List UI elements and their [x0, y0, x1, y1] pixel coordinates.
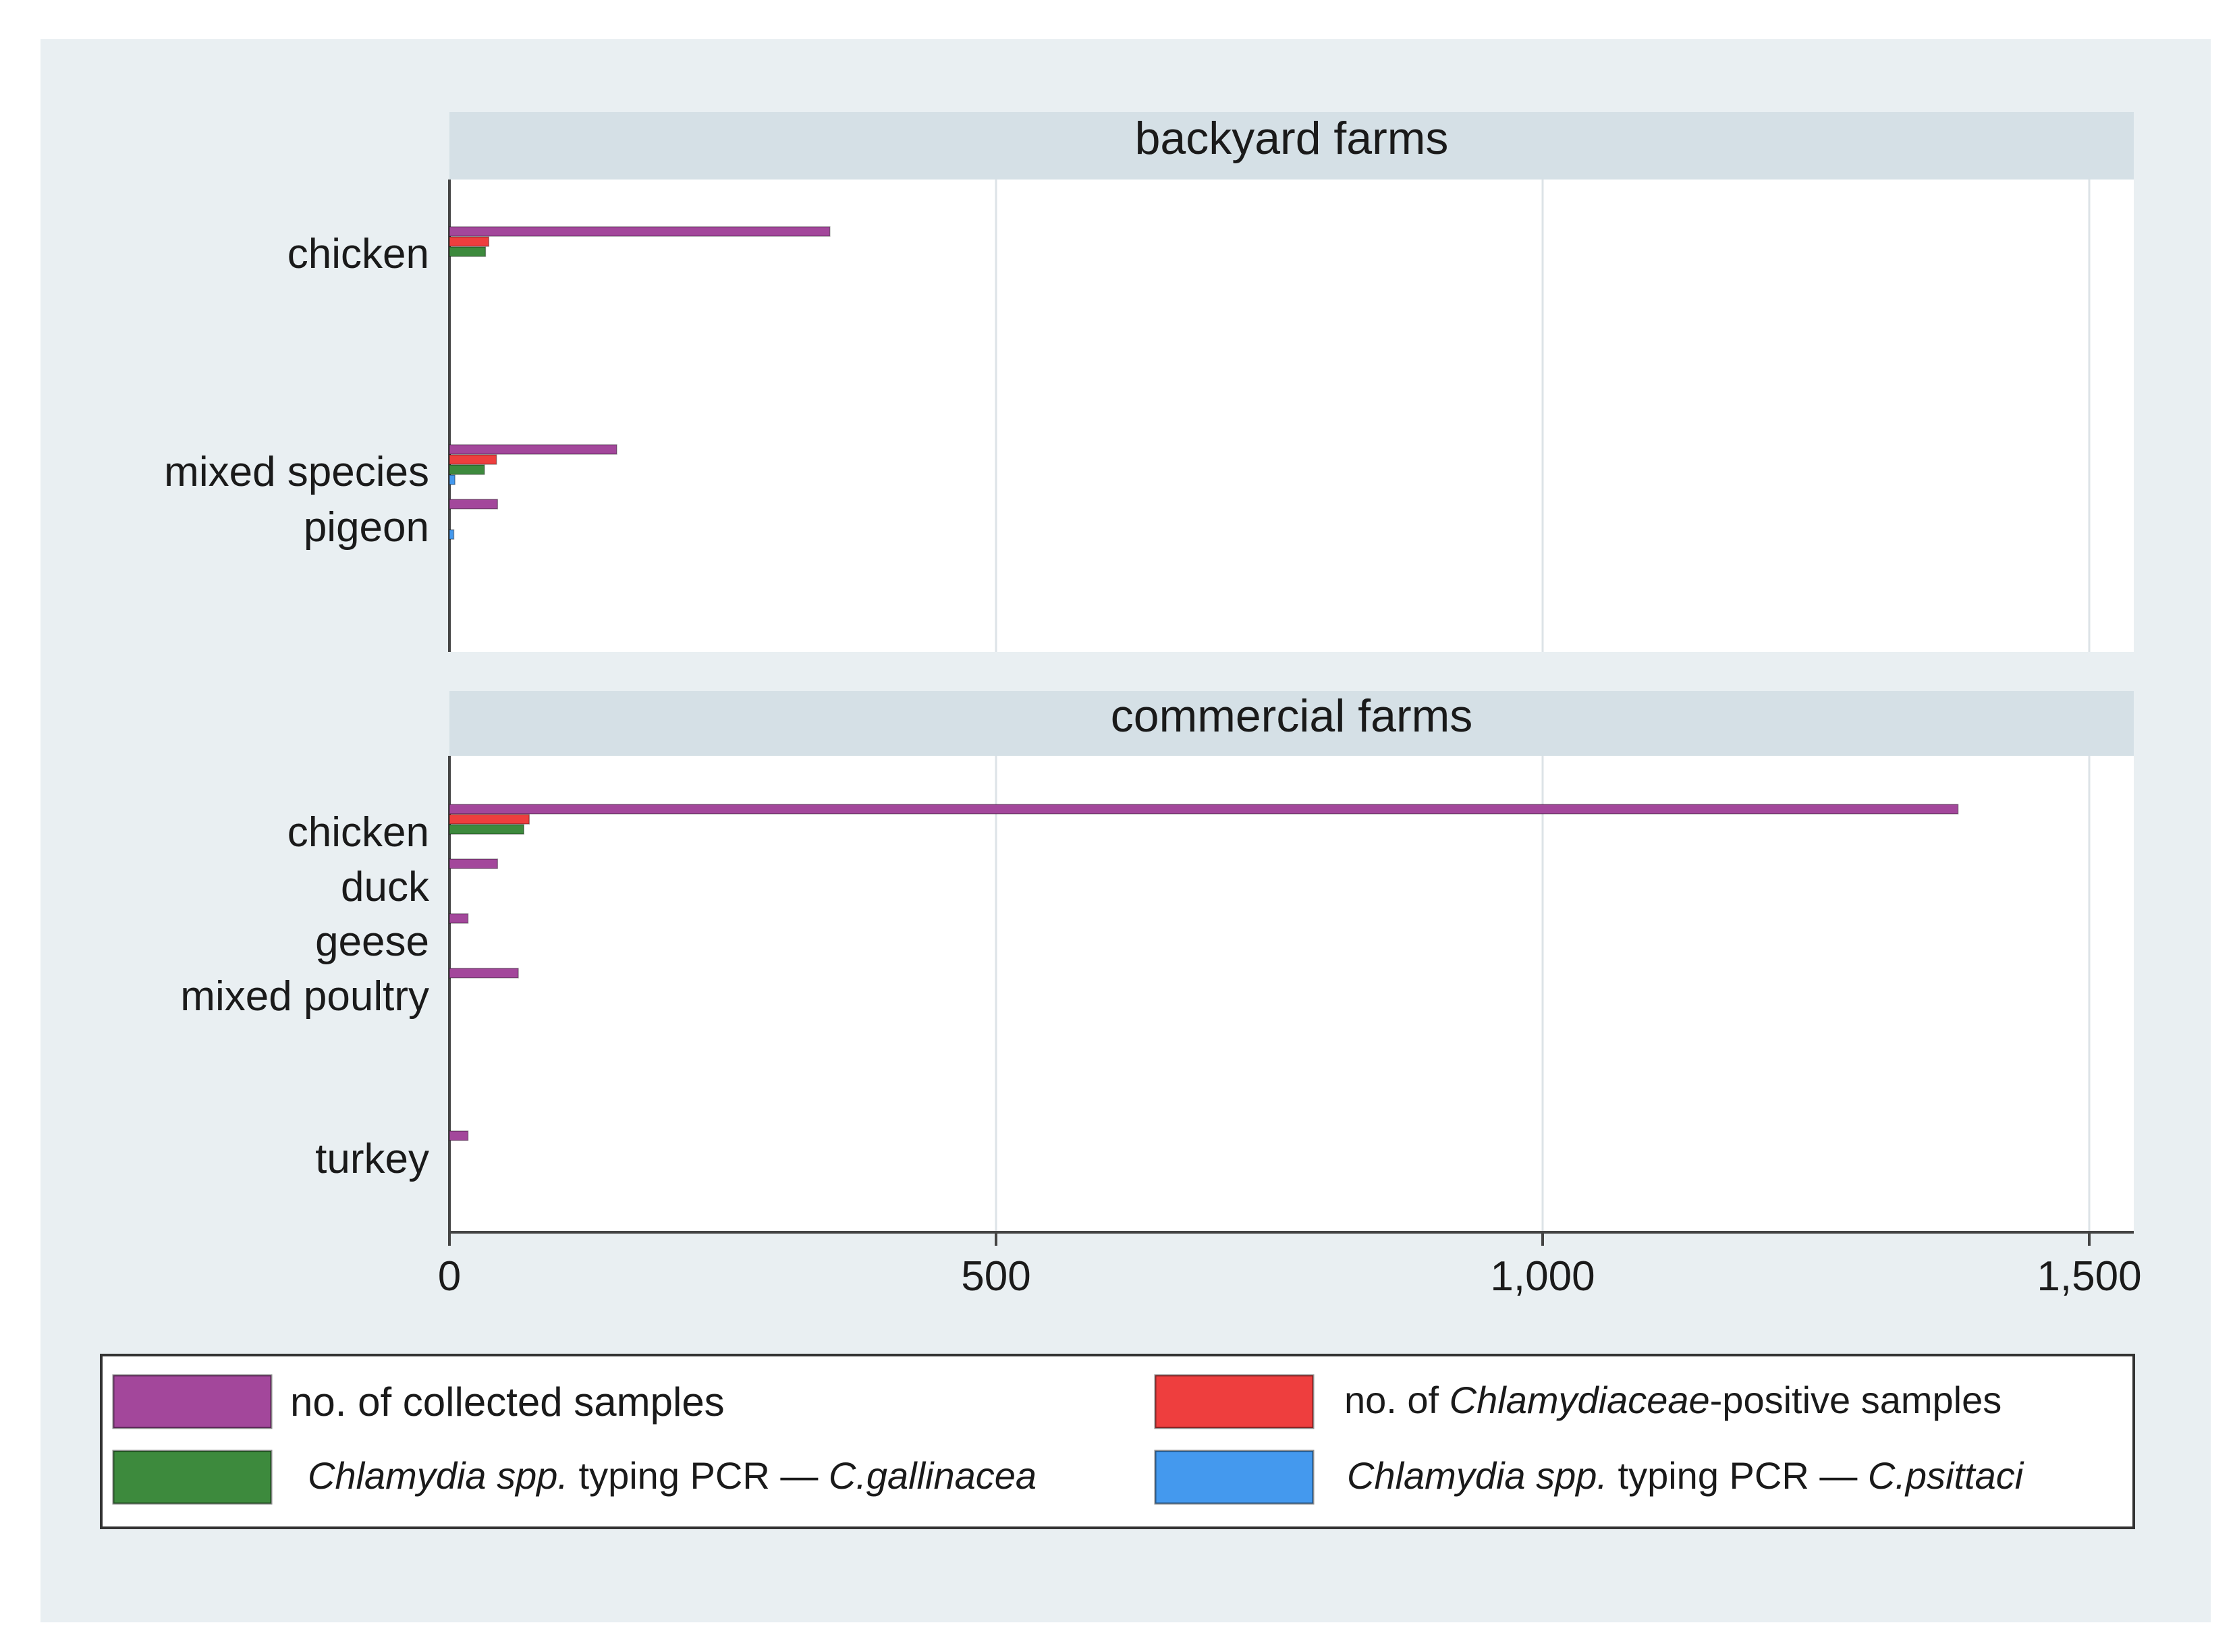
legend-label-part: C.psittaci — [1868, 1454, 2024, 1497]
gridlines — [995, 756, 2091, 1232]
panel-title: backyard farms — [1135, 113, 1449, 164]
panel-header — [449, 112, 2134, 180]
legend-box — [100, 1354, 2135, 1529]
legend-label-part: Chlamydia spp. — [1347, 1454, 1607, 1497]
bar-chlamydiaceae — [449, 814, 530, 825]
bars — [449, 804, 1959, 1141]
legend-swatch — [1154, 1450, 1315, 1505]
legend: no. of collected samples no. of Chlamydia… — [100, 1354, 2135, 1529]
legend-label: no. of Chlamydiaceae-positive samples — [1344, 1379, 2002, 1421]
category-label: mixed species — [164, 449, 429, 495]
category-label: chicken — [287, 809, 429, 856]
panel-title: commercial farms — [1111, 690, 1473, 742]
legend-label-part: Chlamydia spp. — [308, 1454, 568, 1497]
bar-chlamydiaceae — [449, 236, 490, 247]
legend-label-part: typing PCR — — [1607, 1454, 1868, 1497]
legend-item-gallinacea: Chlamydia spp. typing PCR — C.gallinacea — [112, 1450, 1037, 1505]
gridlines — [995, 180, 2091, 652]
x-axis: 0 500 1,000 1,500 — [438, 1231, 2142, 1300]
bar-collected — [449, 913, 469, 924]
x-tick-label: 1,500 — [2037, 1253, 2141, 1300]
bar-gallinacea — [449, 246, 487, 257]
legend-label-part: C.gallinacea — [829, 1454, 1037, 1497]
bar-collected — [449, 1130, 469, 1141]
bar-psittaci — [449, 474, 456, 485]
category-label: pigeon — [304, 504, 429, 551]
legend-swatch — [1154, 1374, 1315, 1429]
category-label: turkey — [315, 1136, 429, 1182]
legend-item-chlamydiaceae: no. of Chlamydiaceae-positive samples — [1154, 1374, 2002, 1429]
category-label: mixed poultry — [180, 973, 429, 1020]
category-labels: chicken duck geese mixed poultry turkey — [180, 809, 430, 1182]
category-label: geese — [315, 918, 429, 965]
bar-collected — [449, 444, 617, 455]
legend-item-psittaci: Chlamydia spp. typing PCR — C.psittaci — [1154, 1450, 2024, 1505]
legend-label-part: Chlamydiaceae — [1450, 1379, 1710, 1421]
x-tick-label: 0 — [438, 1253, 461, 1300]
bar-collected — [449, 968, 519, 979]
legend-label-part: typing PCR — — [568, 1454, 829, 1497]
legend-swatch — [112, 1450, 273, 1505]
legend-label-part: no. of — [1344, 1379, 1450, 1421]
bar-collected — [449, 499, 499, 510]
panel-commercial-farms: commercial farms chicken duck geese mixe… — [180, 690, 2134, 1232]
legend-swatch — [112, 1374, 273, 1429]
panel-backyard-farms: backyard farms chicken mixed species pig… — [164, 112, 2134, 652]
plot-area — [449, 756, 2134, 1232]
bar-gallinacea — [449, 464, 485, 475]
bars — [449, 226, 831, 540]
legend-label: Chlamydia spp. typing PCR — C.gallinacea — [308, 1454, 1037, 1497]
bar-psittaci — [449, 529, 455, 540]
x-tick-label: 1,000 — [1490, 1253, 1595, 1300]
legend-item-collected: no. of collected samples — [112, 1374, 725, 1429]
category-label: duck — [341, 864, 430, 910]
legend-label: Chlamydia spp. typing PCR — C.psittaci — [1347, 1454, 2024, 1497]
bar-chlamydiaceae — [449, 454, 497, 465]
legend-label-part: no. of collected samples — [290, 1379, 725, 1425]
category-labels: chicken mixed species pigeon — [164, 231, 429, 551]
panel-header — [449, 691, 2134, 756]
x-tick-label: 500 — [961, 1253, 1030, 1300]
bar-gallinacea — [449, 824, 524, 835]
category-label: chicken — [287, 231, 429, 277]
bar-collected — [449, 858, 499, 869]
legend-label: no. of collected samples — [290, 1379, 725, 1425]
plot-area — [449, 180, 2134, 652]
bar-collected — [449, 226, 831, 237]
bar-collected — [449, 804, 1959, 815]
legend-label-part: -positive samples — [1710, 1379, 2002, 1421]
